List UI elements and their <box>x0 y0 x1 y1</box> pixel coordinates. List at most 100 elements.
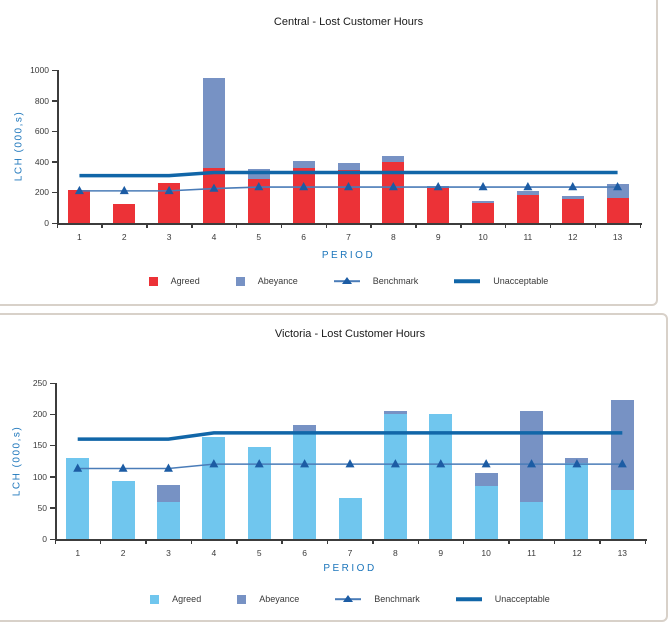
x-tick-mark <box>281 539 283 544</box>
bar-abeyance <box>293 424 317 433</box>
line-overlay <box>74 170 623 195</box>
x-tick-mark <box>56 223 58 228</box>
y-tick-label: 200 <box>34 187 49 198</box>
x-tick-label: 13 <box>612 232 623 242</box>
legend-item-benchmark: Benchmark <box>333 276 418 286</box>
bar-agreed <box>156 501 180 539</box>
legend-swatch-abeyance <box>237 594 247 604</box>
x-tick-label: 9 <box>435 232 441 242</box>
benchmark-marker <box>254 459 264 468</box>
bar-agreed <box>292 167 315 223</box>
benchmark-marker <box>164 185 174 195</box>
bar-agreed <box>247 178 270 223</box>
x-tick-label: 2 <box>121 232 127 242</box>
benchmark-marker <box>299 182 309 191</box>
bar-agreed <box>202 167 225 223</box>
x-tick-label: 3 <box>166 232 172 242</box>
x-tick-mark <box>415 223 417 228</box>
y-tick-label: 800 <box>34 95 49 106</box>
benchmark-marker <box>300 459 310 468</box>
benchmark-marker <box>209 459 219 468</box>
benchmark-marker <box>118 463 128 472</box>
x-tick-label: 7 <box>347 548 353 558</box>
x-tick-mark <box>325 223 328 228</box>
bar-agreed <box>610 490 634 539</box>
bar-agreed <box>68 190 91 223</box>
bar-agreed <box>516 194 539 223</box>
benchmark-marker <box>617 459 627 468</box>
central-chart-title: Central - Lost Customer Hours <box>273 16 424 28</box>
x-tick-mark <box>99 539 102 544</box>
bar-agreed <box>338 498 362 539</box>
x-tick-label: 8 <box>393 548 398 558</box>
x-tick-mark <box>280 223 283 228</box>
x-tick-mark <box>101 223 103 228</box>
y-tick-mark <box>52 100 57 102</box>
benchmark-marker <box>73 463 83 472</box>
bar-agreed <box>561 199 584 223</box>
x-tick-label: 12 <box>567 232 578 242</box>
unacceptable-line <box>77 431 623 441</box>
legend-label: Unacceptable <box>494 594 550 604</box>
y-tick-mark <box>50 444 55 447</box>
central-chart-panel <box>0 0 658 306</box>
benchmark-marker <box>527 459 537 468</box>
y-tick-mark <box>52 161 57 163</box>
legend-label: Abeyance <box>257 276 298 286</box>
legend-label: Agreed <box>170 276 200 286</box>
unacceptable-line <box>79 170 618 178</box>
x-tick-label: 3 <box>166 548 171 558</box>
x-tick-mark <box>326 539 329 544</box>
legend-label: Abeyance <box>259 594 300 604</box>
y-tick-label: 250 <box>32 378 47 388</box>
x-tick-mark <box>553 539 556 544</box>
bar-agreed <box>113 203 136 223</box>
benchmark-marker <box>345 459 355 468</box>
legend-label: Benchmark <box>374 594 420 604</box>
x-tick-mark <box>370 223 372 228</box>
y-tick-mark <box>50 382 55 384</box>
benchmark-marker <box>613 182 623 191</box>
legend-item-unacceptable: Unacceptable <box>454 276 548 286</box>
legend-swatch-benchmark <box>335 594 362 604</box>
bar-abeyance <box>561 196 584 200</box>
legend-label: Unacceptable <box>493 276 549 286</box>
benchmark-marker-sample <box>341 276 352 284</box>
x-tick-mark <box>644 539 646 544</box>
x-tick-mark <box>594 223 597 228</box>
y-tick-label: 600 <box>34 126 49 137</box>
x-tick-mark <box>599 539 601 544</box>
legend-swatch-benchmark <box>333 276 360 286</box>
central-plot-area <box>57 70 642 225</box>
y-tick-label: 150 <box>32 440 47 451</box>
y-tick-label: 0 <box>42 534 47 544</box>
bar-abeyance <box>156 484 180 502</box>
bar-agreed <box>111 480 135 539</box>
legend-item-agreed: Agreed <box>150 594 201 604</box>
legend-item-unacceptable: Unacceptable <box>455 594 550 604</box>
bar-agreed <box>337 170 360 223</box>
x-tick-label: 8 <box>390 232 396 242</box>
victoria-plot-area <box>55 383 647 541</box>
bar-agreed <box>382 161 405 223</box>
y-tick-label: 200 <box>32 409 47 420</box>
bar-agreed <box>606 197 629 223</box>
central-legend: Agreed Abeyance Benchmark Unacceptable <box>57 276 640 286</box>
x-tick-mark <box>504 223 507 228</box>
x-tick-label: 13 <box>617 548 628 558</box>
x-tick-mark <box>190 539 193 544</box>
legend-item-abeyance: Abeyance <box>237 594 299 604</box>
x-tick-label: 1 <box>75 548 81 558</box>
y-tick-mark <box>52 222 57 224</box>
line-overlay <box>73 431 627 472</box>
legend-swatch-agreed <box>150 594 160 604</box>
legend-item-agreed: Agreed <box>148 276 200 286</box>
bar-abeyance <box>472 200 495 204</box>
victoria-legend: Agreed Abeyance Benchmark Unacceptable <box>55 594 645 604</box>
victoria-chart-title: Victoria - Lost Customer Hours <box>274 328 426 340</box>
bar-abeyance <box>382 156 405 162</box>
benchmark-marker <box>436 459 446 468</box>
victoria-y-axis-label: LCH (000,s) <box>11 425 23 497</box>
x-tick-label: 10 <box>481 548 491 558</box>
x-tick-label: 1 <box>77 232 82 242</box>
